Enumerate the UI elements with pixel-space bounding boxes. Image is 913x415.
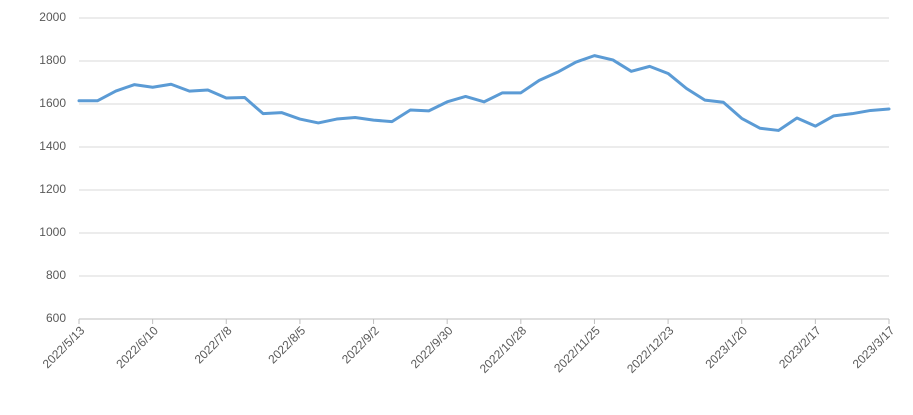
- y-tick-label: 1200: [39, 182, 66, 196]
- y-tick-label: 1400: [39, 139, 66, 153]
- y-tick-label: 800: [46, 268, 66, 282]
- x-tick-label: 2022/7/8: [192, 323, 235, 366]
- x-tick-label: 2023/1/20: [702, 323, 750, 371]
- x-tick-label: 2022/10/28: [477, 323, 530, 376]
- x-tick-label: 2022/8/5: [265, 323, 308, 366]
- x-tick-label: 2022/12/23: [624, 323, 677, 376]
- y-tick-label: 2000: [39, 10, 66, 24]
- x-tick-label: 2022/9/2: [339, 323, 382, 366]
- x-tick-label: 2022/9/30: [408, 323, 456, 371]
- y-tick-label: 1000: [39, 225, 66, 239]
- x-tick-label: 2022/5/13: [40, 323, 88, 371]
- y-tick-label: 600: [46, 311, 66, 325]
- y-tick-label: 1800: [39, 53, 66, 67]
- x-tick-label: 2022/6/10: [113, 323, 161, 371]
- line-series: [77, 54, 891, 132]
- x-tick-label: 2023/2/17: [776, 323, 824, 371]
- x-tick-label: 2022/11/25: [551, 323, 603, 375]
- y-tick-label: 1600: [39, 96, 66, 110]
- x-tick-label: 2023/3/17: [850, 323, 898, 371]
